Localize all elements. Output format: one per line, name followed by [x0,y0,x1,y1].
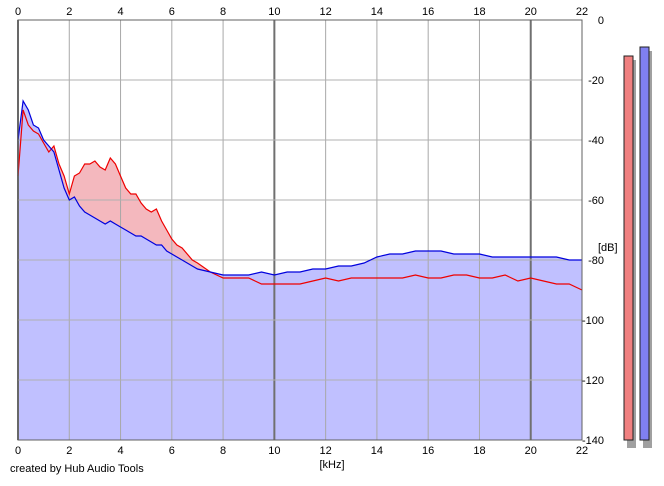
x-tick-label-top: 14 [371,6,383,18]
x-tick-label-bottom: 4 [117,445,123,457]
x-axis-label: [kHz] [319,459,344,471]
x-tick-label-bottom: 12 [320,445,332,457]
credit-text: created by Hub Audio Tools [10,463,144,475]
blue-series-area [18,101,582,440]
red-series-line [17,109,583,291]
y-tick-label: -140 [582,435,604,447]
x-tick-label-bottom: 16 [422,445,434,457]
x-tick-label-top: 12 [320,6,332,18]
x-tick-label-bottom: 20 [525,445,537,457]
x-tick-label-top: 6 [169,6,175,18]
x-tick-label-bottom: 10 [268,445,280,457]
y-tick-label: -20 [588,75,604,87]
x-tick-label-bottom: 2 [66,445,72,457]
y-tick-label: -80 [588,255,604,267]
x-tick-label-top: 18 [473,6,485,18]
x-tick-label-bottom: 0 [15,445,21,457]
x-tick-label-bottom: 6 [169,445,175,457]
x-tick-label-top: 16 [422,6,434,18]
red-level-meter [623,55,634,441]
x-tick-label-top: 20 [525,6,537,18]
x-tick-label-bottom: 22 [576,445,588,457]
x-tick-label-top: 22 [576,6,588,18]
blue-level-meter [639,46,650,441]
x-tick-label-top: 0 [15,6,21,18]
x-tick-label-top: 8 [220,6,226,18]
x-tick-label-bottom: 18 [473,445,485,457]
x-tick-label-top: 10 [268,6,280,18]
x-tick-label-bottom: 14 [371,445,383,457]
y-tick-label: 0 [598,15,604,27]
y-tick-label: -120 [582,375,604,387]
plot-border [17,19,583,441]
x-tick-label-bottom: 8 [220,445,226,457]
y-tick-label: -40 [588,135,604,147]
x-tick-label-top: 2 [66,6,72,18]
y-tick-label: -100 [582,315,604,327]
blue-series-line [17,99,582,276]
y-tick-label: -60 [588,195,604,207]
y-axis-label: [dB] [598,242,618,254]
x-tick-label-top: 4 [117,6,123,18]
